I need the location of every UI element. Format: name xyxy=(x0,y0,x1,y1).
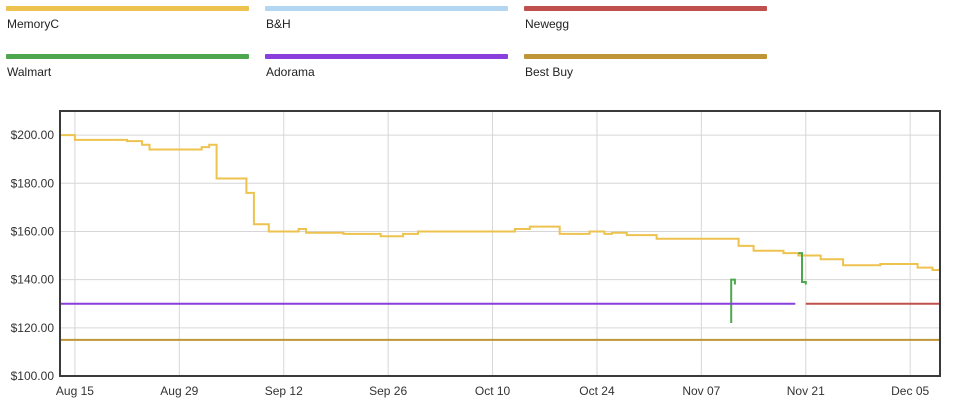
y-tick-label: $100.00 xyxy=(11,369,55,383)
chart-legend: MemoryC B&H Newegg Walmart Adorama Best … xyxy=(0,0,953,100)
legend-label-walmart: Walmart xyxy=(7,65,52,79)
legend-item-newegg[interactable]: Newegg xyxy=(524,6,767,46)
series-line-walmart xyxy=(798,252,807,285)
y-tick-label: $200.00 xyxy=(11,128,55,142)
legend-item-bh[interactable]: B&H xyxy=(265,6,508,46)
legend-label-best-buy: Best Buy xyxy=(525,65,574,79)
x-tick-label: Dec 05 xyxy=(891,384,929,398)
x-tick-label: Nov 21 xyxy=(787,384,825,398)
legend-swatch-walmart xyxy=(6,54,249,59)
legend-label-memoryc: MemoryC xyxy=(7,17,60,31)
plot-border xyxy=(59,110,941,377)
y-tick-label: $140.00 xyxy=(11,273,55,287)
x-tick-label: Sep 12 xyxy=(265,384,303,398)
legend-swatch-memoryc xyxy=(6,6,249,11)
legend-item-adorama[interactable]: Adorama xyxy=(265,54,508,94)
legend-label-adorama: Adorama xyxy=(266,65,315,79)
legend-item-walmart[interactable]: Walmart xyxy=(6,54,249,94)
legend-swatch-bh xyxy=(265,6,508,11)
plot-area xyxy=(60,111,940,376)
x-tick-label: Nov 07 xyxy=(682,384,720,398)
y-tick-label: $180.00 xyxy=(11,176,55,190)
y-tick-label: $160.00 xyxy=(11,224,55,238)
x-tick-label: Oct 10 xyxy=(475,384,511,398)
legend-label-bh: B&H xyxy=(266,17,291,31)
legend-swatch-newegg xyxy=(524,6,767,11)
legend-swatch-best-buy xyxy=(524,54,767,59)
x-tick-label: Aug 15 xyxy=(56,384,94,398)
legend-label-newegg: Newegg xyxy=(525,17,570,31)
legend-item-memoryc[interactable]: MemoryC xyxy=(6,6,249,46)
series-line-walmart xyxy=(730,278,736,323)
x-tick-label: Oct 24 xyxy=(579,384,615,398)
legend-item-best-buy[interactable]: Best Buy xyxy=(524,54,767,94)
x-tick-label: Sep 26 xyxy=(369,384,407,398)
x-tick-label: Aug 29 xyxy=(160,384,198,398)
y-tick-label: $120.00 xyxy=(11,321,55,335)
legend-swatch-adorama xyxy=(265,54,508,59)
